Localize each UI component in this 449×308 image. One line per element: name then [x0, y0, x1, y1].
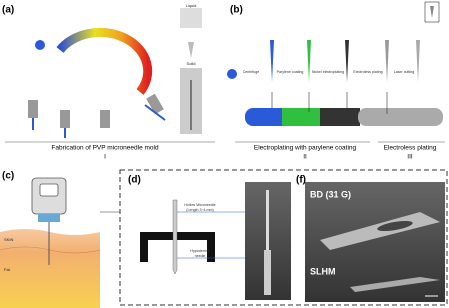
process-diagram [227, 1, 443, 126]
step-label: Centrifuge [243, 70, 260, 74]
solid-label: Solid [187, 61, 196, 66]
step-label: Laser cutting [394, 70, 415, 74]
sample-label: BD (31 G) [310, 189, 351, 199]
step-label: Parylene coating [277, 70, 304, 74]
dashed-frame [119, 169, 448, 306]
liquid-label: Liquid [186, 3, 197, 8]
panel-label: (b) [230, 5, 243, 16]
sample-label: SLHM [310, 266, 336, 276]
step-number: II [303, 154, 307, 161]
needle-holder [140, 182, 291, 300]
panel-label: (a) [2, 5, 14, 16]
step-label: Electroless plating [353, 70, 382, 74]
hollow-label: Hollow Microneedle [184, 203, 215, 207]
sem-image [305, 182, 445, 302]
hollow-label: (Length 3~4 mm) [186, 208, 213, 212]
panel-label: (f) [296, 175, 306, 186]
layer-label: SKIN [4, 237, 13, 242]
hypodermic-label: needle [195, 254, 206, 258]
step-label: Nickel electroplating [312, 70, 344, 74]
panel-label: (d) [128, 175, 141, 186]
panel-label: (c) [2, 171, 14, 182]
step-number: III [407, 154, 413, 161]
step-number: I [104, 154, 106, 161]
caption: Electroplating with parylene coating [254, 145, 357, 152]
caption: Electroless plating [384, 145, 437, 152]
skin-diagram [0, 177, 120, 308]
caption: Fabrication of PVP microneedle mold [51, 145, 159, 152]
hypodermic-label: Hypodermic [190, 249, 209, 253]
layer-label: Fat [4, 267, 11, 272]
mold-diagram [28, 8, 202, 138]
